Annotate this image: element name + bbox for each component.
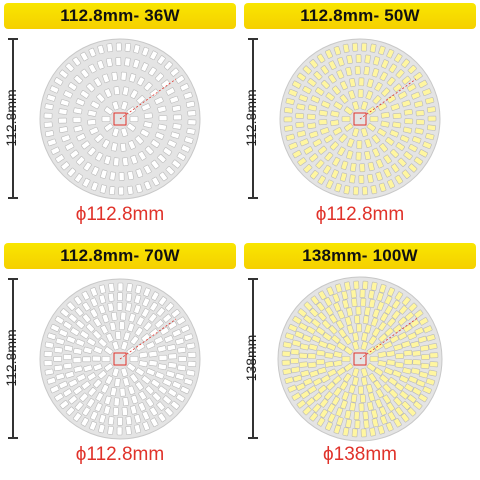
- dimension-tick: [248, 38, 258, 40]
- panel-50w: 112.8mm- 50W 112.8mm ϕ112.8mm: [240, 0, 480, 240]
- led-board-image: [39, 38, 201, 200]
- panel-100w: 138mm- 100W 138mm ϕ138mm: [240, 240, 480, 480]
- dimension-tick: [8, 278, 18, 280]
- led-board-image: [277, 276, 443, 442]
- panel-70w: 112.8mm- 70W 112.8mm ϕ112.8mm: [0, 240, 240, 480]
- dimension-line: [252, 38, 254, 198]
- diameter-label: ϕ138mm: [323, 444, 397, 465]
- side-dimension-label: 112.8mm: [3, 89, 19, 147]
- dimension-tick: [8, 38, 18, 40]
- side-dimension-label: 112.8mm: [243, 89, 259, 147]
- dimension-line: [12, 278, 14, 438]
- dimension-tick: [8, 197, 18, 199]
- side-dimension-label: 138mm: [243, 334, 259, 382]
- diameter-label: ϕ112.8mm: [75, 444, 165, 465]
- led-board-image: [279, 38, 441, 200]
- panel-title-banner: 112.8mm- 70W: [4, 243, 236, 269]
- led-board-image: [39, 278, 201, 440]
- dimension-line: [252, 278, 254, 438]
- dimension-tick: [248, 278, 258, 280]
- diameter-label: ϕ112.8mm: [75, 204, 165, 225]
- dimension-line: [12, 38, 14, 198]
- dimension-tick: [248, 437, 258, 439]
- panel-title-banner: 112.8mm- 50W: [244, 3, 476, 29]
- panel-title-banner: 138mm- 100W: [244, 243, 476, 269]
- panel-36w: 112.8mm- 36W 112.8mm ϕ112.8mm: [0, 0, 240, 240]
- dimension-tick: [248, 197, 258, 199]
- panel-title-banner: 112.8mm- 36W: [4, 3, 236, 29]
- dimension-tick: [8, 437, 18, 439]
- diameter-label: ϕ112.8mm: [315, 204, 405, 225]
- side-dimension-label: 112.8mm: [3, 329, 19, 387]
